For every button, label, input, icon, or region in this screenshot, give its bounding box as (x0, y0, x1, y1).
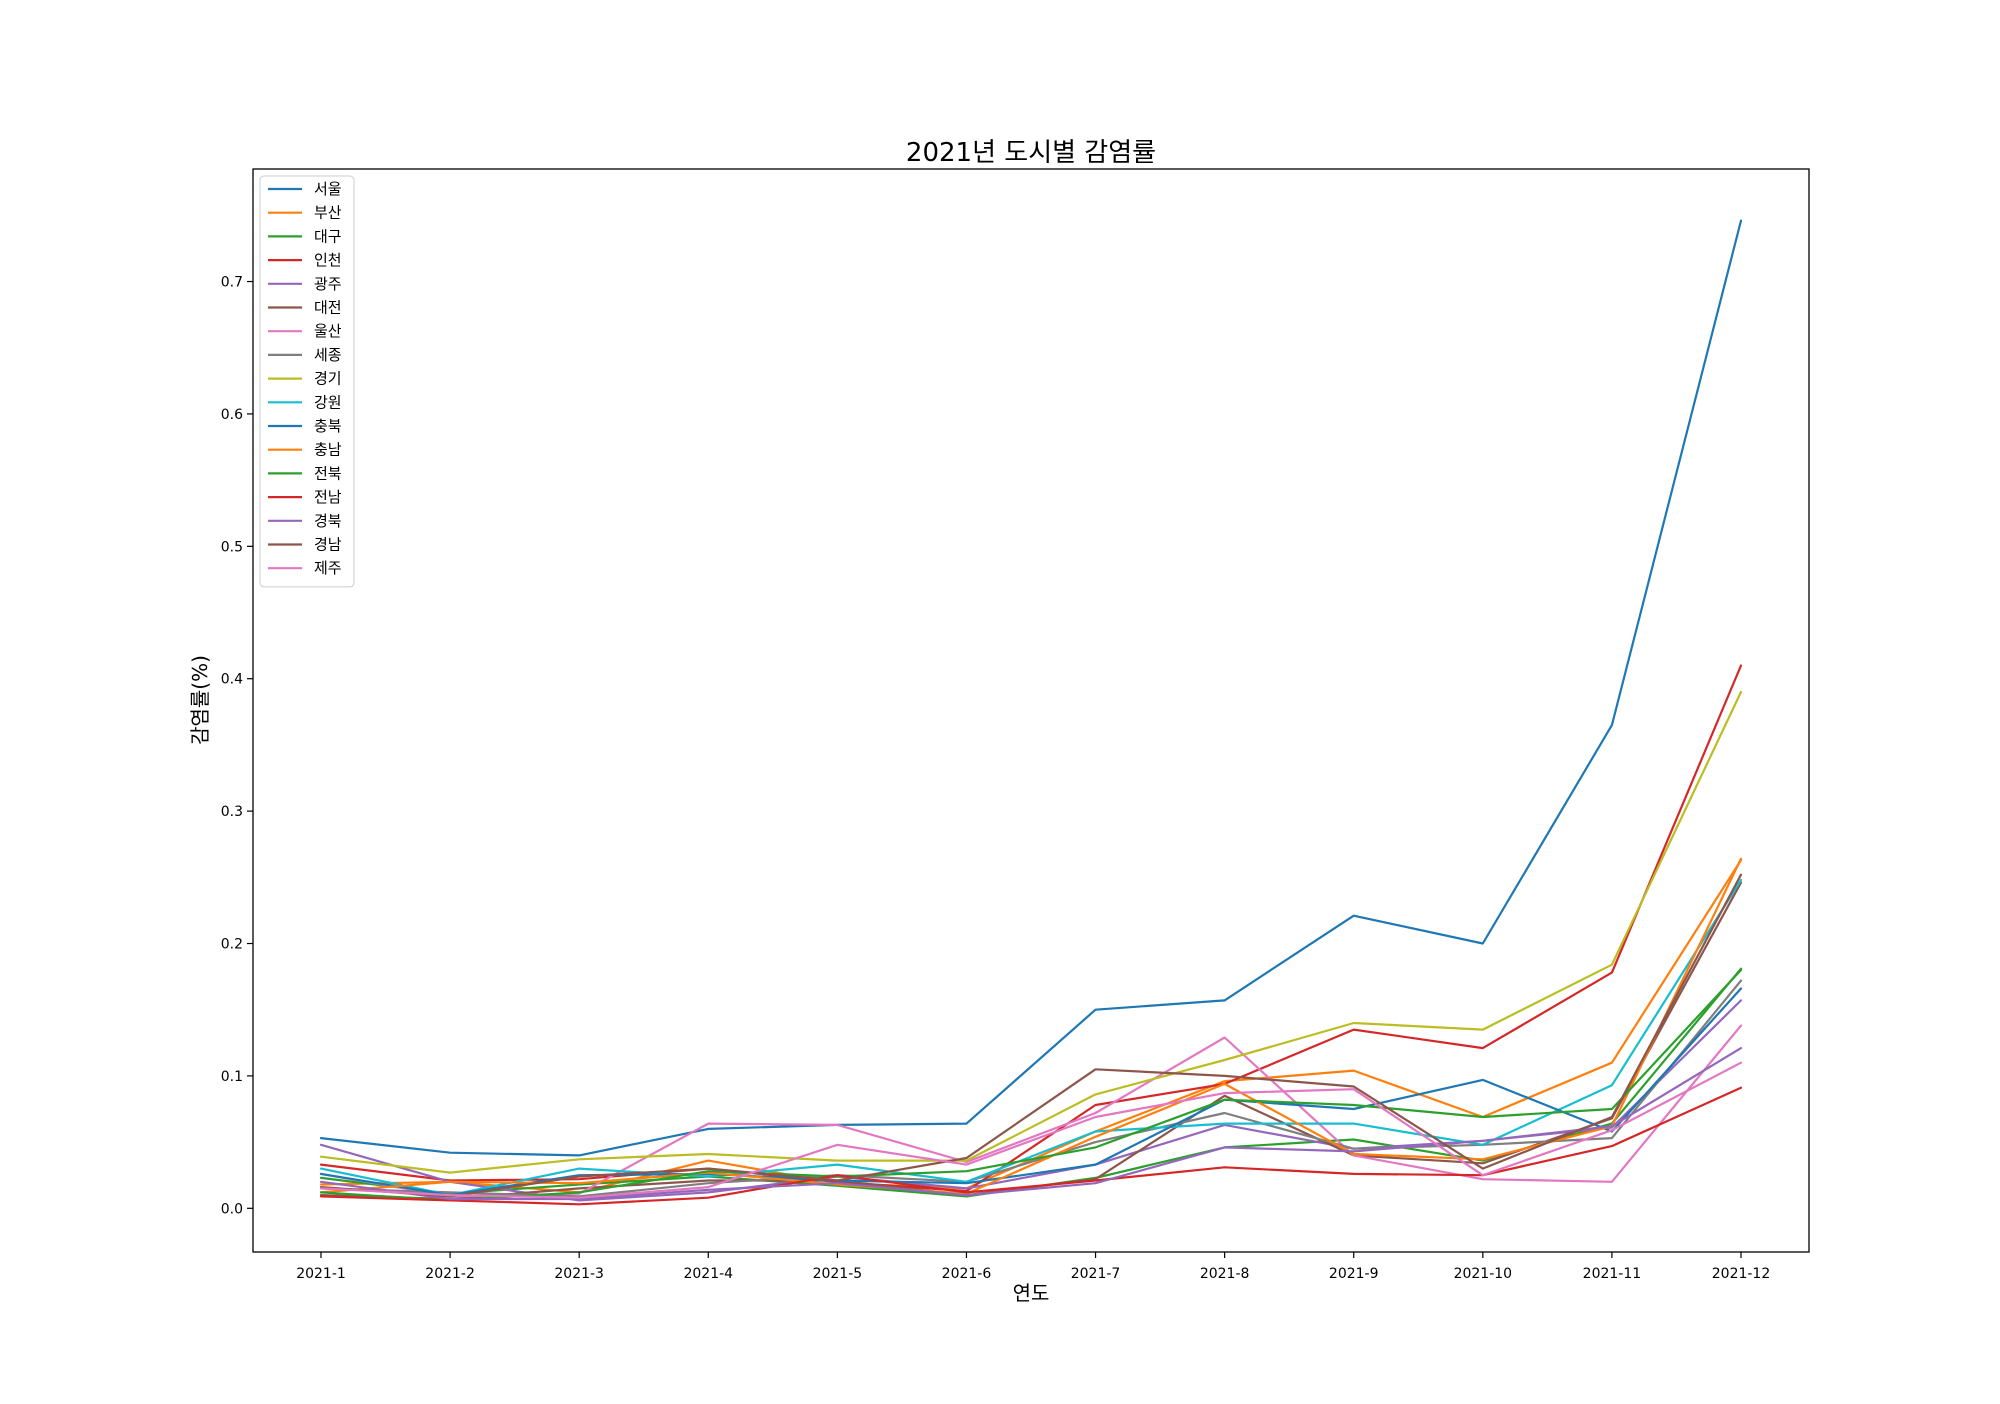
x-axis-label: 연도 (1013, 1281, 1050, 1305)
y-tick-label: 0.2 (221, 937, 243, 953)
series-line-17 (319, 1061, 1743, 1199)
series-line-13 (319, 968, 1743, 1202)
legend-label-13: 전북 (314, 464, 342, 482)
legend-label-4: 인천 (314, 251, 342, 269)
series-line-10 (319, 878, 1743, 1197)
series-line-5 (319, 999, 1743, 1202)
series-line-15 (319, 1046, 1743, 1201)
y-tick-label: 0.4 (221, 672, 243, 688)
y-axis-label: 감염률(%) (188, 655, 212, 745)
legend-label-17: 제주 (314, 559, 342, 577)
legend-label-12: 충남 (314, 441, 342, 459)
legend-label-7: 울산 (314, 322, 342, 340)
series-line-9 (319, 690, 1743, 1174)
y-tick-label: 0.3 (221, 804, 243, 820)
x-tick-label: 2021-1 (296, 1266, 346, 1282)
legend-label-9: 경기 (314, 370, 342, 388)
x-tick-label: 2021-9 (1329, 1266, 1379, 1282)
series-line-11 (319, 987, 1743, 1197)
legend-label-15: 경북 (314, 512, 342, 530)
legend-label-2: 부산 (314, 204, 342, 222)
x-tick-label: 2021-8 (1200, 1266, 1250, 1282)
series-line-8 (319, 979, 1743, 1198)
y-tick-label: 0.6 (221, 407, 243, 423)
x-tick-label: 2021-5 (813, 1266, 863, 1282)
x-tick-label: 2021-11 (1583, 1266, 1642, 1282)
series-line-12 (319, 857, 1743, 1195)
y-tick-label: 0.7 (221, 275, 243, 291)
y-tick-label: 0.5 (221, 539, 243, 555)
series-line-4 (319, 664, 1743, 1193)
x-tick-label: 2021-10 (1454, 1266, 1513, 1282)
legend-label-3: 대구 (314, 227, 342, 245)
x-tick-label: 2021-3 (554, 1266, 604, 1282)
x-tick-label: 2021-7 (1071, 1266, 1121, 1282)
legend-label-5: 광주 (314, 275, 342, 293)
legend-label-1: 서울 (314, 180, 342, 198)
series-line-1 (319, 219, 1743, 1157)
legend-box (259, 175, 355, 588)
legend-label-14: 전남 (314, 488, 342, 506)
series-line-14 (319, 1086, 1743, 1206)
plot-area: 2021-1 2021-2 2021-3 2021-4 2021-5 2021-6 2021… (221, 168, 1810, 1282)
x-tick-label: 2021-6 (942, 1266, 992, 1282)
chart-title: 2021년 도시별 감염률 (906, 138, 1156, 168)
x-tick-label: 2021-2 (425, 1266, 475, 1282)
legend-label-8: 세종 (314, 346, 342, 364)
legend-label-6: 대전 (314, 299, 342, 317)
legend-label-10: 강원 (314, 393, 342, 411)
plot-frame (252, 168, 1810, 1253)
legend-label-16: 경남 (314, 536, 342, 554)
legend-label-11: 충북 (314, 417, 342, 435)
x-tick-label: 2021-12 (1712, 1266, 1771, 1282)
y-tick-label: 0.0 (221, 1201, 243, 1217)
series-line-7 (319, 1024, 1743, 1198)
y-tick-label: 0.1 (221, 1069, 243, 1085)
series-line-16 (319, 873, 1743, 1198)
x-tick-label: 2021-4 (683, 1266, 733, 1282)
